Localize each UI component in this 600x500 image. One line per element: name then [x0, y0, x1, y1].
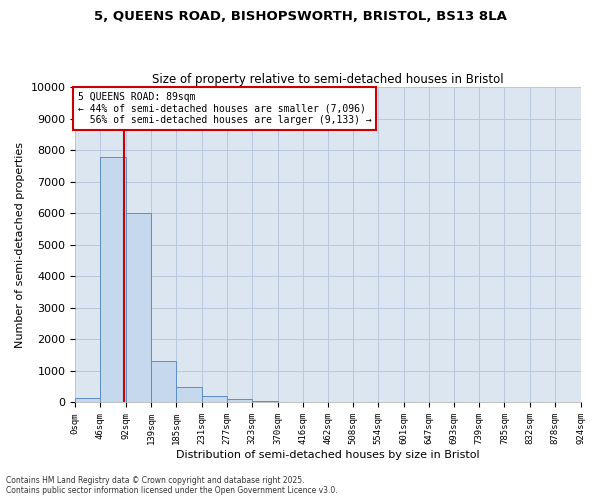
Y-axis label: Number of semi-detached properties: Number of semi-detached properties: [15, 142, 25, 348]
Bar: [252, 401, 278, 402]
Bar: [176, 386, 202, 402]
Bar: [151, 362, 176, 403]
Bar: [75, 398, 100, 402]
Text: 5, QUEENS ROAD, BISHOPSWORTH, BRISTOL, BS13 8LA: 5, QUEENS ROAD, BISHOPSWORTH, BRISTOL, B…: [94, 10, 506, 23]
Bar: [100, 156, 125, 402]
Bar: [202, 396, 227, 402]
Bar: [125, 214, 151, 402]
X-axis label: Distribution of semi-detached houses by size in Bristol: Distribution of semi-detached houses by …: [176, 450, 480, 460]
Text: 5 QUEENS ROAD: 89sqm
← 44% of semi-detached houses are smaller (7,096)
  56% of : 5 QUEENS ROAD: 89sqm ← 44% of semi-detac…: [78, 92, 371, 125]
Bar: [227, 400, 252, 402]
Title: Size of property relative to semi-detached houses in Bristol: Size of property relative to semi-detach…: [152, 73, 504, 86]
Text: Contains HM Land Registry data © Crown copyright and database right 2025.
Contai: Contains HM Land Registry data © Crown c…: [6, 476, 338, 495]
